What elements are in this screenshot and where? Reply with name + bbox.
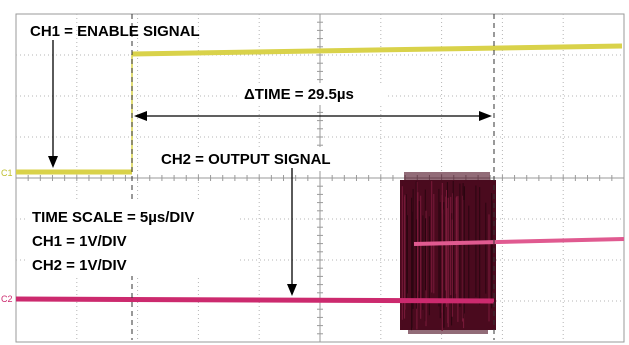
ch2-high-segment (413, 237, 625, 246)
time-scale-label: TIME SCALE = 5µs/DIV (32, 209, 194, 226)
ch1-arrowhead (48, 156, 58, 168)
ch1-label: CH1 = ENABLE SIGNAL (30, 23, 200, 40)
ch2-burst-bottom-fringe (408, 328, 488, 334)
cursor-markers (131, 14, 495, 340)
delta-time-arrowhead-right (479, 111, 492, 121)
ch2-burst-top-fringe (404, 172, 490, 182)
ch2-label-bg (155, 147, 380, 171)
ch2-arrowhead (287, 284, 297, 296)
ch1-high-segment (131, 43, 623, 57)
ch2-burst (400, 172, 496, 334)
graticule (15, 13, 625, 343)
delta-time-label-bg (238, 83, 388, 105)
ch1-scale-label: CH1 = 1V/DIV (32, 233, 127, 250)
delta-time-label: ΔTIME = 29.5µs (244, 86, 354, 103)
annotation-arrows (48, 40, 492, 296)
channel-markers: C1 C2 (1, 168, 13, 304)
ch2-marker: C2 (1, 294, 13, 304)
ch1-marker: C1 (1, 168, 13, 178)
delta-time-arrowhead-left (134, 111, 147, 121)
scale-label-bg (26, 202, 238, 276)
ch2-low-segment (15, 296, 495, 304)
ch2-trace (15, 237, 625, 304)
ch2-scale-label: CH2 = 1V/DIV (32, 257, 127, 274)
ch2-label: CH2 = OUTPUT SIGNAL (161, 151, 331, 168)
annotations: CH1 = ENABLE SIGNAL ΔTIME = 29.5µs CH2 =… (30, 23, 354, 274)
